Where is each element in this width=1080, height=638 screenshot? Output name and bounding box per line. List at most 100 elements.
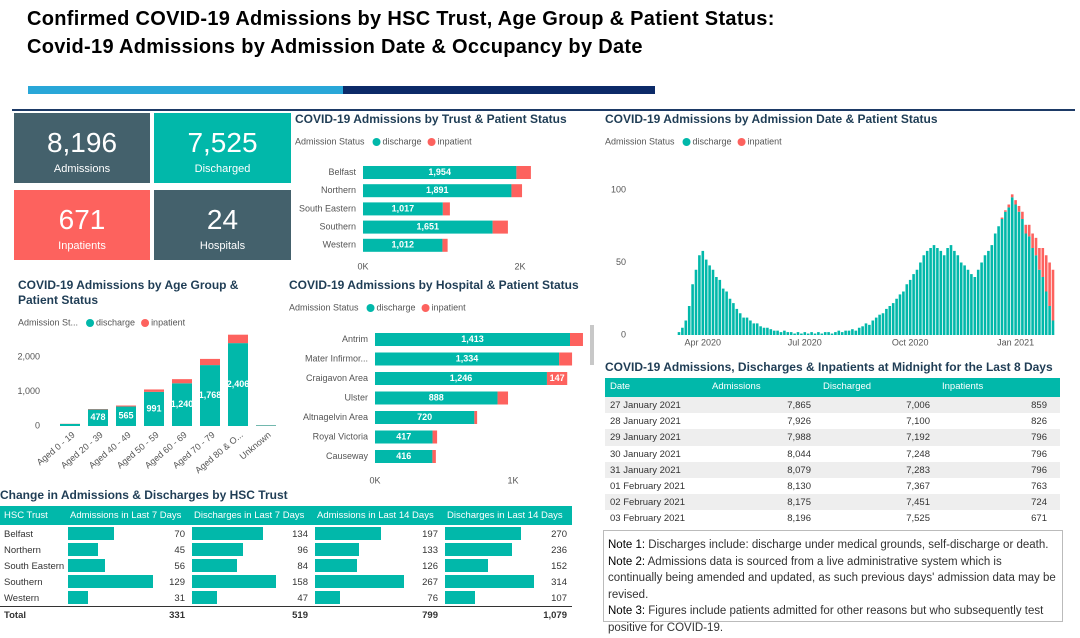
bar-segment <box>959 262 963 335</box>
bar-segment <box>1010 197 1014 335</box>
bar-segment <box>902 291 905 335</box>
data-bar <box>192 543 244 556</box>
bar-segment <box>432 450 436 463</box>
bar-segment <box>857 327 861 335</box>
legend-label: inpatient <box>438 136 473 146</box>
bar-segment <box>732 303 735 335</box>
data-bar <box>68 527 115 540</box>
scrollbar[interactable] <box>590 325 594 365</box>
column-header: Admissions <box>712 381 761 392</box>
bar-segment <box>1031 248 1034 335</box>
bar-segment <box>1034 255 1038 335</box>
x-tick-label: Unknown <box>238 430 273 462</box>
data-label: 417 <box>396 431 411 441</box>
table-cell: 152 <box>551 561 567 572</box>
bar-segment <box>783 330 786 335</box>
bar-segment <box>701 250 705 335</box>
x-tick-label: 2K <box>514 261 525 271</box>
bar-segment <box>474 411 478 424</box>
bar-segment <box>976 269 980 335</box>
column-header: Date <box>610 381 631 392</box>
bar-segment <box>847 330 851 335</box>
bar-segment <box>1038 269 1041 335</box>
table-cell: 763 <box>1031 481 1047 492</box>
table-cell: Southern <box>4 577 43 588</box>
bar-segment <box>728 298 732 335</box>
table-row <box>605 461 1060 478</box>
bar-segment <box>144 389 164 392</box>
bar-segment <box>1007 207 1011 335</box>
bar-segment <box>922 255 926 335</box>
table-cell: 03 February 2021 <box>610 513 685 525</box>
kpi-value: 8,196 <box>46 127 118 158</box>
bar-segment <box>905 284 909 335</box>
table-title: COVID-19 Admissions, Discharges & Inpati… <box>605 360 1053 374</box>
table-cell: 8,130 <box>787 481 811 492</box>
bar-segment <box>1021 219 1024 335</box>
table-cell: 29 January 2021 <box>610 432 681 444</box>
bar-segment <box>375 352 560 366</box>
legend-title: Admission Status <box>605 136 675 146</box>
bar-segment <box>691 284 694 335</box>
bar-segment <box>830 333 834 335</box>
table-cell: 129 <box>169 577 185 588</box>
data-label: 1,240 <box>171 399 194 409</box>
data-bar <box>315 527 381 540</box>
bar-segment <box>363 220 493 234</box>
kpi-label: Inpatients <box>58 240 106 252</box>
data-label: 1,413 <box>461 334 484 344</box>
bar-segment <box>868 324 871 335</box>
table-cell: 7,248 <box>906 448 930 460</box>
bar-segment <box>1010 194 1014 198</box>
data-bar <box>445 591 476 604</box>
legend-swatch <box>682 138 691 146</box>
bar-segment <box>511 184 523 198</box>
legend-title: Admission St... <box>18 317 78 327</box>
bar-segment <box>895 298 898 335</box>
bar-segment <box>694 269 698 335</box>
bar-segment <box>363 184 512 198</box>
bar-segment <box>1034 237 1038 256</box>
accent-bar <box>28 86 343 94</box>
bar-segment <box>200 358 220 366</box>
table-cell: 27 January 2021 <box>610 400 681 411</box>
legend-swatch <box>86 319 95 327</box>
note: Note 2: Admissions data is sourced from … <box>608 554 1058 604</box>
x-tick-label: Oct 2020 <box>892 337 929 347</box>
kpi-value: 671 <box>58 204 106 235</box>
chart-title: COVID-19 Admissions by Age Group & Patie… <box>18 278 239 307</box>
total-cell: 331 <box>169 610 185 621</box>
data-label: 1,017 <box>392 203 415 213</box>
table-cell: 7,525 <box>906 513 930 525</box>
bar-segment <box>1000 217 1004 219</box>
category-label: Causeway <box>326 451 369 461</box>
bar-segment <box>1048 262 1051 306</box>
table-cell: 7,192 <box>906 432 930 444</box>
category-label: Antrim <box>342 334 368 344</box>
total-cell: Total <box>4 610 26 621</box>
bar-segment <box>116 405 136 407</box>
bar-segment <box>806 333 810 335</box>
total-cell: 1,079 <box>543 610 567 621</box>
bar-segment <box>953 250 956 335</box>
bar-segment <box>1051 320 1055 335</box>
bar-segment <box>885 308 888 335</box>
bar-segment <box>721 288 725 335</box>
category-label: Ulster <box>344 392 368 402</box>
bar-segment <box>718 279 722 335</box>
legend-swatch <box>141 319 150 327</box>
column-header: HSC Trust <box>4 510 48 521</box>
x-tick-label: 0K <box>357 261 368 271</box>
table-cell: South Eastern <box>4 561 65 572</box>
legend-swatch <box>366 304 375 312</box>
bar-segment <box>375 391 498 405</box>
bar-segment <box>864 323 868 335</box>
table-cell: 76 <box>427 593 438 604</box>
data-label: 565 <box>118 411 133 421</box>
trust-change-table: HSC Trust Admissions in Last 7 Days Discha… <box>0 506 572 624</box>
bar-segment <box>966 269 970 335</box>
bar-segment <box>1000 219 1004 335</box>
bar-segment <box>681 327 684 335</box>
table-cell: 796 <box>1031 448 1047 460</box>
